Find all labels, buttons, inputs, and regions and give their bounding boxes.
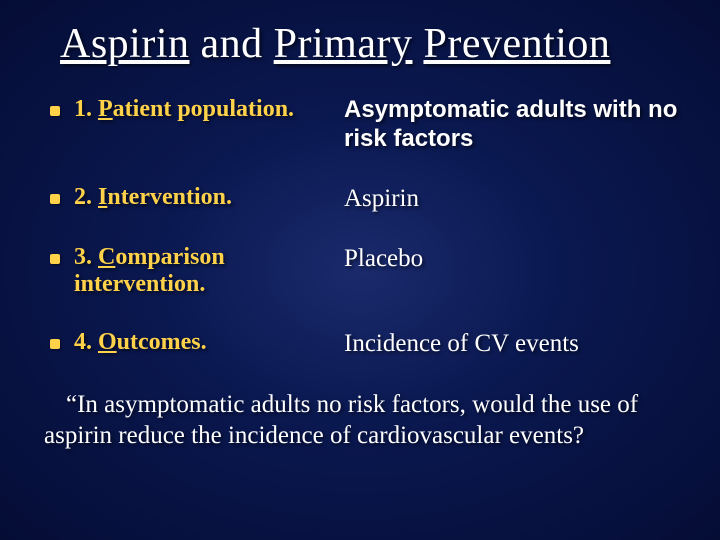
pico-key: P (98, 96, 113, 122)
pico-label: 4. Outcomes. (74, 329, 344, 357)
pico-answer: Asymptomatic adults with no risk factors (344, 96, 680, 154)
title-word-3: Primary (274, 21, 413, 67)
pico-label: 2. Intervention. (74, 184, 344, 212)
pico-label: 3. Comparison intervention. (74, 244, 344, 299)
pico-num: 2. (74, 184, 98, 210)
pico-key: O (98, 329, 117, 355)
bullet-icon (50, 194, 60, 204)
pico-num: 1. (74, 96, 98, 122)
pico-num: 3. (74, 244, 98, 270)
pico-answer: Placebo (344, 244, 423, 274)
pico-list: 1. Patient population. Asymptomatic adul… (40, 96, 680, 359)
title-word-2: and (190, 21, 274, 67)
pico-answer: Incidence of CV events (344, 329, 579, 359)
clinical-question: “In asymptomatic adults no risk factors,… (40, 389, 680, 452)
pico-key: C (98, 244, 115, 270)
title-word-4 (412, 21, 423, 67)
pico-num: 4. (74, 329, 98, 355)
question-text: “In asymptomatic adults no risk factors,… (44, 391, 638, 449)
pico-rest: ntervention. (107, 184, 232, 210)
bullet-icon (50, 254, 60, 264)
pico-key: I (98, 184, 107, 210)
bullet-icon (50, 106, 60, 116)
pico-row: 2. Intervention. Aspirin (50, 184, 680, 214)
bullet-icon (50, 339, 60, 349)
pico-rest: utcomes. (117, 329, 207, 355)
slide-title: Aspirin and Primary Prevention (40, 20, 680, 68)
title-word-1: Aspirin (60, 21, 190, 67)
pico-rest: atient population. (113, 96, 294, 122)
pico-row: 4. Outcomes. Incidence of CV events (50, 329, 680, 359)
title-word-5: Prevention (423, 21, 610, 67)
pico-answer: Aspirin (344, 184, 419, 214)
pico-label: 1. Patient population. (74, 96, 344, 124)
pico-row: 1. Patient population. Asymptomatic adul… (50, 96, 680, 154)
pico-row: 3. Comparison intervention. Placebo (50, 244, 680, 299)
